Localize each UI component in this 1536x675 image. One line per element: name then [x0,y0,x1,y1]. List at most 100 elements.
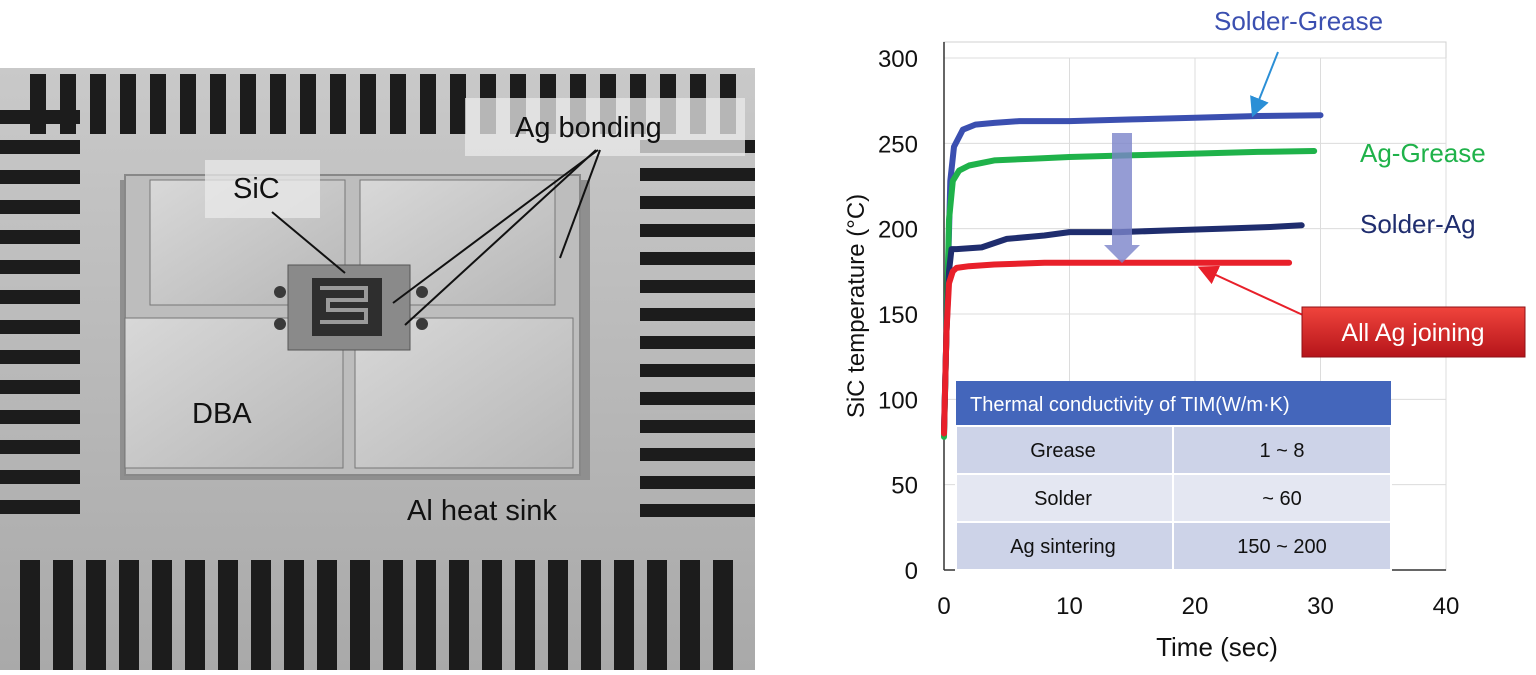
series-lines [941,112,1324,440]
fin-bottom [383,560,403,670]
y-tick-label: 0 [905,558,918,585]
table-header: Thermal conductivity of TIM(W/m·K) [970,394,1290,416]
all-ag-pointer [1197,265,1306,317]
fin-bottom [251,560,271,670]
improvement-arrow [1104,133,1140,263]
all-ag-callout-box [1301,306,1526,358]
label-box-ag-bonding [465,98,745,156]
table-cell-material: Ag sintering [1010,536,1116,558]
solder-grease-pointer [1250,51,1279,118]
x-axis-label: Time (sec) [1156,632,1278,662]
fin-top [270,74,286,134]
chip-pattern [320,286,368,324]
fin-top [240,74,256,134]
temperature-chart: 0 50 100 150 200 250 300 0 10 20 30 40 Solder-Greas… [760,0,1536,670]
x-tick-label: 30 [1307,593,1334,620]
y-tick-label: 200 [878,217,918,244]
sic-label: SiC [233,173,280,205]
x-tick-label: 40 [1433,593,1460,620]
fin-right [640,504,755,517]
table-cell-material: Solder [1034,488,1092,510]
fin-right [640,308,755,321]
fin-bottom [449,560,469,670]
fin-left [0,470,80,484]
fin-top [60,74,76,134]
fin-top [180,74,196,134]
fin-right [640,448,755,461]
fin-bottom [548,560,568,670]
fin-left [0,320,80,334]
fin-left [0,200,80,214]
fin-right [640,336,755,349]
fin-right [640,252,755,265]
fin-bottom [515,560,535,670]
fin-top [330,74,346,134]
table-cell-value: 150 ~ 200 [1237,536,1327,558]
fin-right [640,196,755,209]
y-tick-label: 50 [891,473,918,500]
fin-bottom [53,560,73,670]
fin-right [640,224,755,237]
x-tick-label: 10 [1056,593,1083,620]
solder-grease-label: Solder-Grease [1214,6,1383,36]
fin-bottom [482,560,502,670]
y-tick-label: 150 [878,302,918,329]
screw-hole [416,318,428,330]
x-tick-label: 20 [1182,593,1209,620]
fin-right [640,168,755,181]
screw-hole [274,318,286,330]
ag-bonding-arrow-1 [392,149,599,304]
series-line-all-ag-joining [941,259,1293,437]
fin-right [640,392,755,405]
ag-bonding-label: Ag bonding [515,112,662,144]
y-tick-label: 100 [878,387,918,414]
fin-top [360,74,376,134]
fin-left [0,410,80,424]
screw-hole [274,286,286,298]
fin-bottom [317,560,337,670]
fin-bottom [152,560,172,670]
fin-bottom [416,560,436,670]
ag-grease-label: Ag-Grease [1360,138,1486,168]
fin-bottom [581,560,601,670]
fin-right [640,476,755,489]
series-line-ag-grease [941,148,1318,440]
fin-top [120,74,136,134]
y-tick-label: 250 [878,131,918,158]
fin-right [640,364,755,377]
fin-bottom [284,560,304,670]
y-tick-label: 300 [878,46,918,73]
fin-top [300,74,316,134]
screw-hole [416,286,428,298]
x-tick-label: 0 [937,593,950,620]
label-box-sic [205,160,320,218]
y-axis-label: SiC temperature (°C) [843,194,870,418]
fin-top [150,74,166,134]
fin-bottom [713,560,733,670]
fin-bottom [119,560,139,670]
tim-table: Thermal conductivity of TIM(W/m·K) Greas… [955,381,1392,571]
fin-bottom [350,560,370,670]
fin-left [0,140,80,154]
fin-left [0,170,80,184]
fin-left [0,440,80,454]
fin-bottom [185,560,205,670]
fin-bottom [86,560,106,670]
fin-left [0,380,80,394]
fin-top [450,74,466,134]
fin-left [0,290,80,304]
fin-right [640,280,755,293]
ag-bonding-arrow-3 [404,149,597,326]
fin-top [90,74,106,134]
fin-left [0,500,80,514]
fin-bottom [20,560,40,670]
series-line-solder-ag [941,222,1305,434]
fin-left [0,260,80,274]
module-photo: Ag bonding SiC DBA Al heat sink [0,0,760,670]
table-header-bg [956,381,1391,426]
sic-pointer-arrow [271,211,346,274]
solder-ag-label: Solder-Ag [1360,209,1476,239]
heat-sink-label: Al heat sink [407,495,557,527]
ag-bonding-arrow-2 [559,149,601,259]
fin-left [0,230,80,244]
